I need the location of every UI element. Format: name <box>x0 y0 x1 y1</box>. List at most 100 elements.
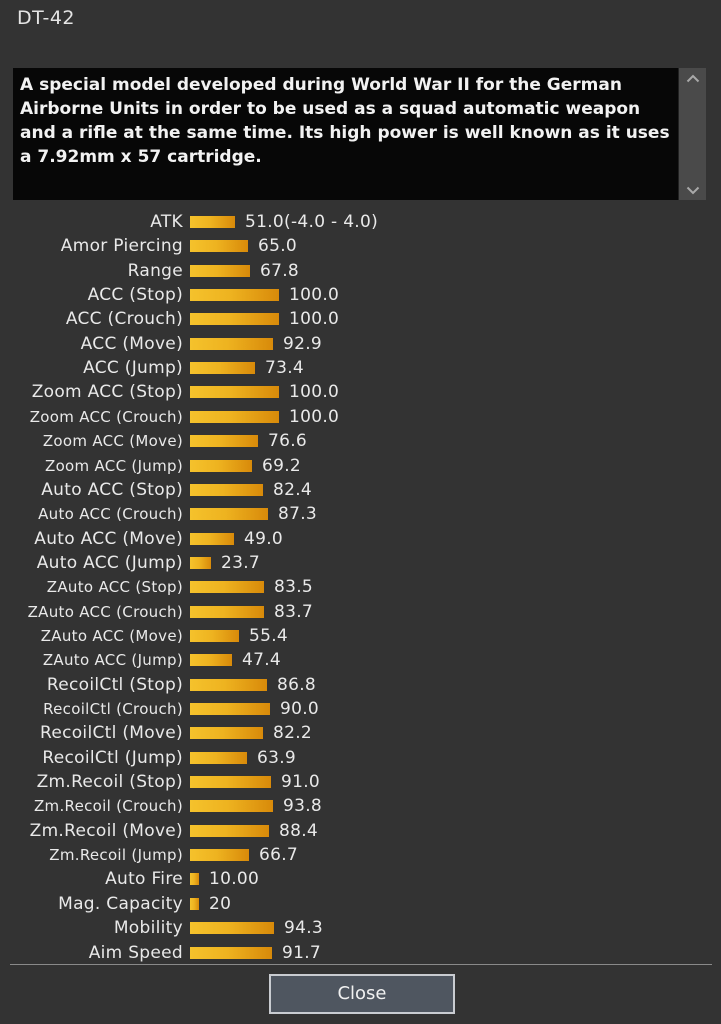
stat-bar <box>190 947 272 959</box>
stat-label: Zm.Recoil (Stop) <box>36 772 183 792</box>
stat-label: Amor Piercing <box>60 236 183 256</box>
chevron-up-icon <box>686 74 700 83</box>
stat-value: 67.8 <box>260 261 300 281</box>
weapon-title: DT-42 <box>17 7 76 29</box>
stat-label: Zoom ACC (Crouch) <box>29 408 183 426</box>
stat-row: RecoilCtl (Stop) 86.8 <box>0 673 721 697</box>
stat-value: 93.8 <box>283 796 323 816</box>
stat-value: 73.4 <box>265 358 305 378</box>
stat-label: ZAuto ACC (Stop) <box>46 578 183 596</box>
chevron-down-icon <box>686 186 700 195</box>
stat-row: Range 67.8 <box>0 259 721 283</box>
stat-label: ACC (Jump) <box>83 358 183 378</box>
stat-value: 100.0 <box>289 309 340 329</box>
stat-row: RecoilCtl (Jump) 63.9 <box>0 746 721 770</box>
stat-bar <box>190 265 250 277</box>
stat-value: 94.3 <box>284 918 324 938</box>
stat-value: 86.8 <box>277 675 317 695</box>
stat-label: Mobility <box>113 918 183 938</box>
stat-bar <box>190 581 264 593</box>
stat-label: Auto Fire <box>105 869 183 889</box>
stat-label: RecoilCtl (Move) <box>39 723 183 743</box>
stat-value: 63.9 <box>257 748 297 768</box>
stat-row: Zoom ACC (Crouch) 100.0 <box>0 405 721 429</box>
stat-bar <box>190 362 255 374</box>
stat-bar <box>190 533 234 545</box>
stat-row: Mag. Capacity 20 <box>0 892 721 916</box>
stat-label: ACC (Stop) <box>87 285 183 305</box>
stat-bar <box>190 630 239 642</box>
close-button[interactable]: Close <box>269 974 455 1014</box>
stat-value: 49.0 <box>244 529 284 549</box>
stat-bar <box>190 898 199 910</box>
stat-label: Zm.Recoil (Crouch) <box>33 797 183 815</box>
stat-label: ZAuto ACC (Crouch) <box>27 603 183 621</box>
stat-bar <box>190 386 279 398</box>
stat-label: ZAuto ACC (Jump) <box>42 651 183 669</box>
stat-row: Zoom ACC (Stop) 100.0 <box>0 380 721 404</box>
stat-row: Zm.Recoil (Stop) 91.0 <box>0 770 721 794</box>
stat-value: 91.0 <box>281 772 321 792</box>
stat-bar <box>190 508 268 520</box>
stat-row: Zm.Recoil (Jump) 66.7 <box>0 843 721 867</box>
stat-label: Auto ACC (Jump) <box>36 553 183 573</box>
stat-row: Zoom ACC (Jump) 69.2 <box>0 454 721 478</box>
stat-label: Range <box>127 261 183 281</box>
scroll-up-button[interactable] <box>679 68 706 88</box>
stat-bar <box>190 727 263 739</box>
stat-value: 90.0 <box>280 699 320 719</box>
stat-value: 100.0 <box>289 382 340 402</box>
stat-value: 51.0(-4.0 - 4.0) <box>245 212 379 232</box>
stat-value: 10.00 <box>209 869 260 889</box>
stat-value: 83.5 <box>274 577 314 597</box>
stat-row: ATK 51.0(-4.0 - 4.0) <box>0 210 721 234</box>
stat-bar <box>190 411 279 423</box>
stat-bar <box>190 800 273 812</box>
stat-label: ZAuto ACC (Move) <box>40 627 183 645</box>
stat-bar <box>190 484 263 496</box>
stat-value: 65.0 <box>258 236 298 256</box>
stat-row: Mobility 94.3 <box>0 916 721 940</box>
stat-bar <box>190 922 274 934</box>
stat-label: Aim Speed <box>88 943 183 963</box>
stat-label: RecoilCtl (Jump) <box>42 748 183 768</box>
stat-bar <box>190 338 273 350</box>
stat-label: Auto ACC (Move) <box>34 529 183 549</box>
stat-row: ZAuto ACC (Jump) 47.4 <box>0 648 721 672</box>
stat-bar <box>190 825 269 837</box>
stat-bar <box>190 240 248 252</box>
stat-row: Auto Fire 10.00 <box>0 867 721 891</box>
description-box: A special model developed during World W… <box>13 68 706 200</box>
description-scrollbar[interactable] <box>678 68 706 200</box>
stat-value: 82.2 <box>273 723 313 743</box>
stat-row: Auto ACC (Move) 49.0 <box>0 527 721 551</box>
stat-row: ACC (Crouch) 100.0 <box>0 307 721 331</box>
stat-value: 88.4 <box>279 821 319 841</box>
stat-row: Aim Speed 91.7 <box>0 941 721 965</box>
stat-bar <box>190 849 249 861</box>
divider <box>10 964 712 965</box>
stat-label: Zm.Recoil (Jump) <box>49 846 183 864</box>
stat-row: Zm.Recoil (Crouch) 93.8 <box>0 794 721 818</box>
stat-row: ACC (Jump) 73.4 <box>0 356 721 380</box>
scroll-down-button[interactable] <box>679 180 706 200</box>
stat-value: 55.4 <box>249 626 289 646</box>
stat-bar <box>190 776 271 788</box>
stat-bar <box>190 752 247 764</box>
stat-value: 47.4 <box>242 650 282 670</box>
stat-bar <box>190 654 232 666</box>
stat-row: ZAuto ACC (Move) 55.4 <box>0 624 721 648</box>
stat-label: Zm.Recoil (Move) <box>29 821 183 841</box>
stat-bar <box>190 679 267 691</box>
stat-label: Zoom ACC (Stop) <box>31 382 183 402</box>
stat-label: ACC (Crouch) <box>65 309 183 329</box>
stat-bar <box>190 703 270 715</box>
stat-bar <box>190 873 199 885</box>
stat-label: ACC (Move) <box>80 334 183 354</box>
stat-row: RecoilCtl (Move) 82.2 <box>0 721 721 745</box>
stat-row: Zm.Recoil (Move) 88.4 <box>0 819 721 843</box>
stat-value: 69.2 <box>262 456 302 476</box>
stat-label: ATK <box>150 212 183 232</box>
stat-label: Zoom ACC (Move) <box>42 432 183 450</box>
